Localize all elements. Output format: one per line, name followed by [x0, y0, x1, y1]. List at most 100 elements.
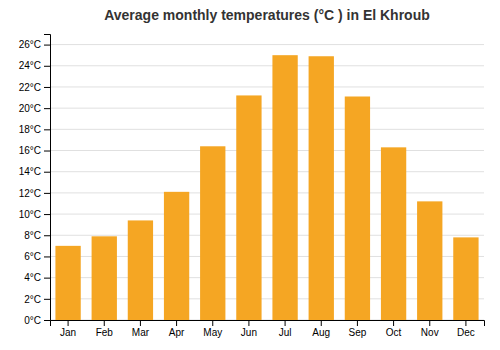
x-tick: Apr	[169, 320, 185, 338]
y-tick-label: 16°C	[19, 145, 41, 156]
y-tick-mark	[44, 320, 50, 321]
y-tick-label: 8°C	[24, 230, 41, 241]
x-tick-mark	[357, 320, 358, 326]
grid-line	[50, 108, 484, 109]
x-tick-mark	[248, 320, 249, 326]
x-axis-line	[51, 321, 485, 327]
x-tick-label: Apr	[169, 327, 185, 338]
y-tick-mark	[44, 299, 50, 300]
y-tick: 22°C	[19, 82, 50, 93]
y-tick-mark	[44, 108, 50, 109]
y-axis: 0°C 2°C 4°C 6°C 8°C 10°C 12°C 14°C 16°C 18°C 20°C 2…	[19, 35, 51, 326]
x-tick: Jan	[60, 320, 76, 338]
y-tick-mark	[44, 66, 50, 67]
grid	[50, 45, 484, 320]
x-tick-mark	[212, 320, 213, 326]
y-tick-label: 26°C	[19, 39, 41, 50]
y-tick-label: 2°C	[24, 294, 41, 305]
x-tick: Jul	[279, 320, 292, 338]
y-tick-mark	[44, 278, 50, 279]
grid-line	[50, 65, 484, 66]
x-tick-label: Nov	[421, 327, 439, 338]
y-tick: 26°C	[19, 39, 50, 50]
y-tick-label: 0°C	[24, 315, 41, 326]
bar	[164, 192, 189, 320]
y-tick: 0°C	[24, 315, 50, 326]
x-tick-label: Jan	[60, 327, 76, 338]
y-tick-label: 20°C	[19, 103, 41, 114]
grid-line	[50, 150, 484, 151]
x-tick: Aug	[312, 320, 330, 338]
bars	[55, 55, 478, 320]
y-tick-label: 22°C	[19, 82, 41, 93]
x-tick-label: Feb	[96, 327, 114, 338]
grid-line	[50, 192, 484, 193]
bar	[128, 220, 153, 320]
grid-line	[50, 171, 484, 172]
y-tick-mark	[44, 256, 50, 257]
x-tick-mark	[429, 320, 430, 326]
bar	[272, 55, 297, 320]
y-tick: 18°C	[19, 124, 50, 135]
x-tick: May	[203, 320, 222, 338]
y-tick-label: 18°C	[19, 124, 41, 135]
plot: Jan Feb Mar Apr May Jun Jul Aug Sep Oct Nov Dec 0°C 2…	[19, 35, 485, 339]
x-axis: Jan Feb Mar Apr May Jun Jul Aug Sep Oct Nov Dec	[51, 320, 485, 338]
x-tick-mark	[68, 320, 69, 326]
bar	[92, 236, 117, 320]
y-tick: 24°C	[19, 60, 50, 71]
x-tick-mark	[285, 320, 286, 326]
x-tick-label: May	[203, 327, 222, 338]
y-tick: 2°C	[24, 294, 50, 305]
x-tick-mark	[321, 320, 322, 326]
y-tick: 6°C	[24, 251, 50, 262]
y-tick-label: 24°C	[19, 60, 41, 71]
bar	[381, 147, 406, 320]
bar	[55, 246, 80, 320]
y-tick-mark	[44, 172, 50, 173]
y-tick-label: 6°C	[24, 251, 41, 262]
chart: Jan Feb Mar Apr May Jun Jul Aug Sep Oct Nov Dec 0°C 2…	[0, 0, 500, 350]
grid-line	[50, 129, 484, 130]
y-tick-mark	[44, 129, 50, 130]
y-tick: 12°C	[19, 188, 50, 199]
x-tick-label: Jul	[279, 327, 292, 338]
x-tick-mark	[104, 320, 105, 326]
y-tick: 4°C	[24, 272, 50, 283]
x-tick-label: Oct	[386, 327, 402, 338]
bar	[417, 201, 442, 320]
x-tick: Dec	[457, 320, 475, 338]
x-tick: Oct	[386, 320, 402, 338]
grid-line	[50, 44, 484, 45]
y-tick-label: 14°C	[19, 166, 41, 177]
y-tick: 14°C	[19, 166, 50, 177]
x-tick-mark	[140, 320, 141, 326]
bar	[309, 56, 334, 320]
grid-line	[50, 86, 484, 87]
y-tick-label: 12°C	[19, 188, 41, 199]
y-tick: 16°C	[19, 145, 50, 156]
x-tick-label: Dec	[457, 327, 475, 338]
y-axis-line	[44, 35, 51, 321]
x-tick-label: Sep	[349, 327, 367, 338]
x-tick: Feb	[96, 320, 114, 338]
x-tick-label: Aug	[312, 327, 330, 338]
y-tick-mark	[44, 193, 50, 194]
x-tick: Jun	[241, 320, 257, 338]
bar	[345, 96, 370, 320]
x-tick: Nov	[421, 320, 439, 338]
x-tick-mark	[465, 320, 466, 326]
bar	[453, 237, 478, 320]
y-tick: 10°C	[19, 209, 50, 220]
y-tick-mark	[44, 45, 50, 46]
y-tick-mark	[44, 214, 50, 215]
x-tick-mark	[393, 320, 394, 326]
y-tick-label: 4°C	[24, 272, 41, 283]
y-tick-mark	[44, 235, 50, 236]
x-tick-mark	[176, 320, 177, 326]
y-tick: 8°C	[24, 230, 50, 241]
x-tick: Mar	[132, 320, 150, 338]
x-tick-label: Mar	[132, 327, 150, 338]
y-tick-mark	[44, 87, 50, 88]
title: Average monthly temperatures (°C ) in El…	[104, 7, 430, 23]
